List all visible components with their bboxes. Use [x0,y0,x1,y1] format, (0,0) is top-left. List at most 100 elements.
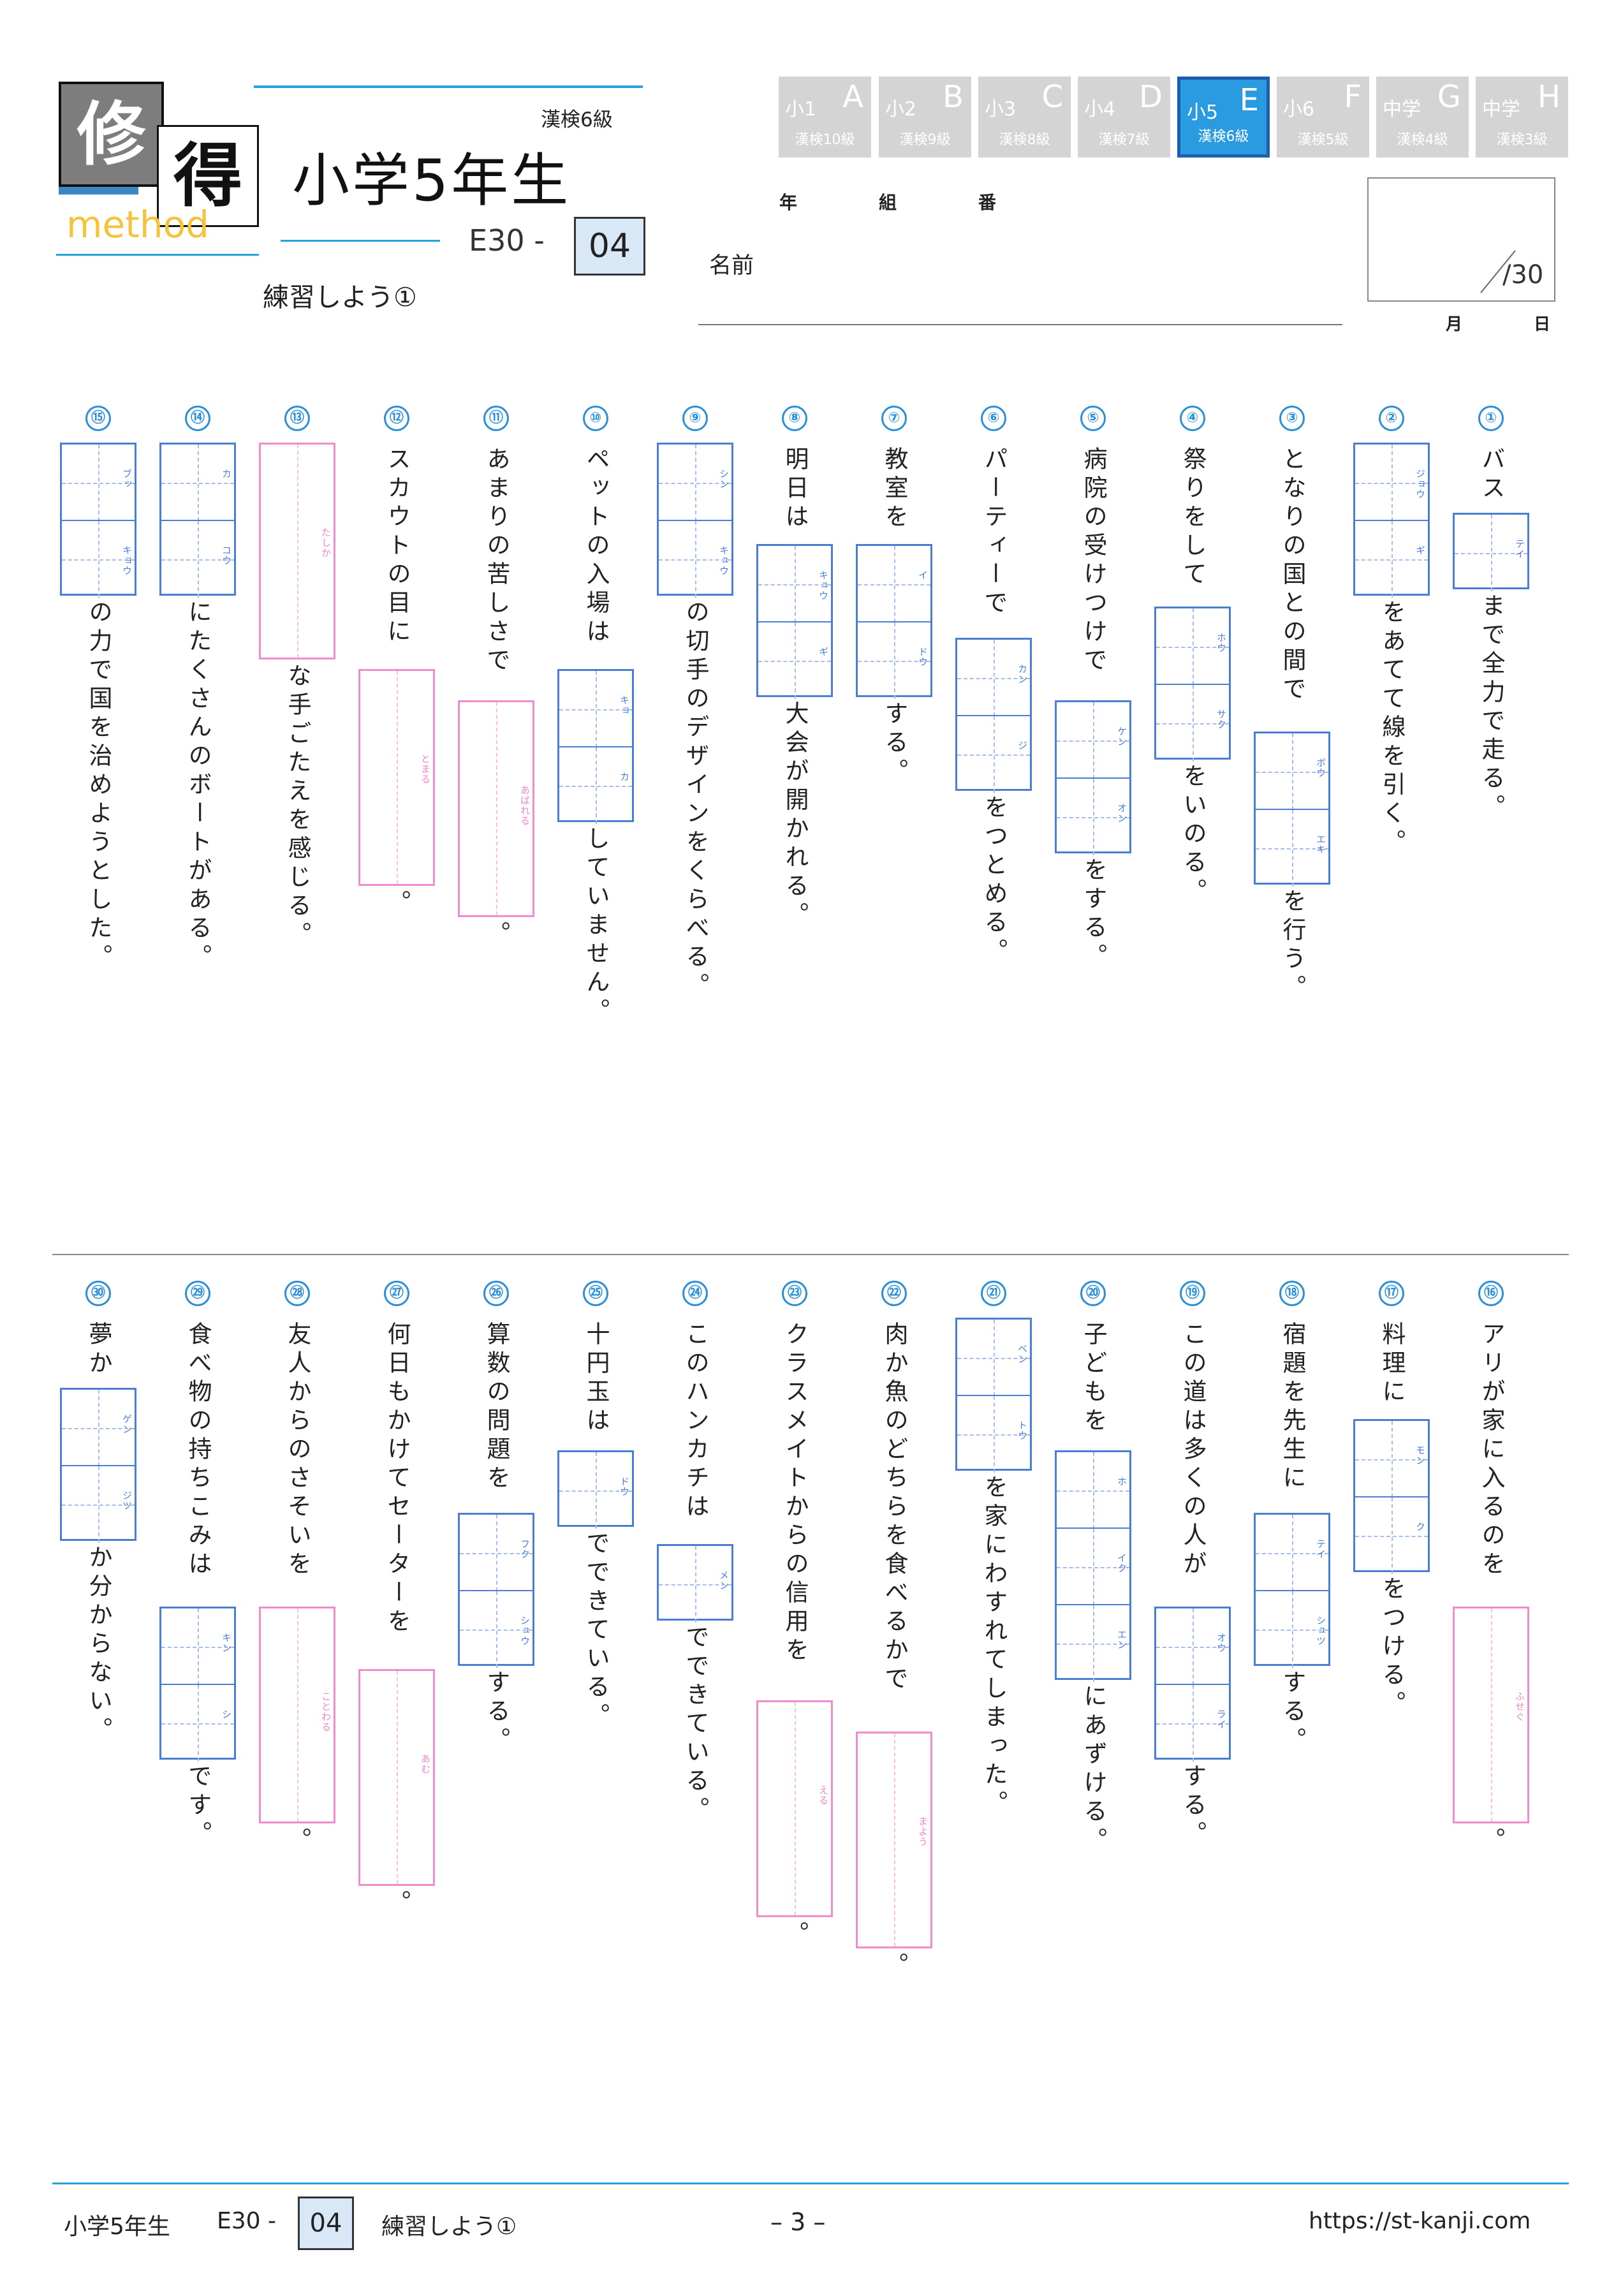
kanji-answer-box[interactable]: ケン オン [1055,700,1131,855]
kanji-answer-box[interactable]: ゲン ジツ [60,1388,136,1543]
kanji-cell[interactable] [659,1546,731,1623]
kanji-cell[interactable] [559,1452,632,1529]
level-letter: E [1239,82,1259,118]
kanji-cell[interactable] [1256,1591,1328,1668]
kanji-cell[interactable] [1355,445,1428,521]
kanji-answer-box[interactable]: テイ シュツ [1254,1513,1330,1668]
kanji-cell[interactable] [1355,1421,1428,1498]
kanji-cell[interactable] [957,1320,1030,1396]
kanji-cell[interactable] [659,445,731,521]
kanji-cell[interactable] [559,671,632,747]
hiragana-answer-box[interactable]: える [756,1700,833,1917]
kanji-cell[interactable] [161,1685,234,1762]
question-text-before: バス [1478,446,1505,504]
kanji-cell[interactable] [1156,1685,1229,1762]
hiragana-answer-box[interactable]: たしか [259,443,335,659]
kanji-cell[interactable] [62,1390,135,1466]
kanji-cell[interactable] [161,1608,234,1685]
kanji-cell[interactable] [1057,1529,1129,1605]
question-text-after: 大会が開かれる。 [781,701,809,931]
kanji-answer-box[interactable]: オウ ライ [1154,1607,1231,1762]
kanji-cell[interactable] [559,747,632,824]
kanji-cell[interactable] [1057,1605,1129,1682]
kanji-cell[interactable] [1057,1452,1129,1529]
kanji-answer-box[interactable]: ホウ サク [1154,607,1231,762]
name-line[interactable] [698,324,1342,325]
kanji-cell[interactable] [1256,1515,1328,1591]
kanji-cell[interactable] [858,622,930,699]
kanji-cell[interactable] [62,1466,135,1543]
kanji-answer-box[interactable]: ジョウギ [1353,443,1430,598]
footer-url[interactable]: https://st-kanji.com [1309,2208,1531,2234]
kanji-cell[interactable] [460,1591,532,1668]
kanji-answer-box[interactable]: シン キュウ [657,443,733,598]
kanji-cell[interactable] [659,521,731,598]
question-number: ⑧ [782,406,807,431]
kanji-cell[interactable] [957,640,1030,716]
hiragana-answer-box[interactable]: まよう [856,1732,932,1948]
kanji-cell[interactable] [460,1515,532,1591]
kanji-answer-box[interactable]: モンク [1353,1419,1430,1574]
kanji-answer-box[interactable]: キュウギ [756,544,833,699]
level-tab-d[interactable]: 小4 D 漢検7級 [1078,77,1170,158]
level-tab-h[interactable]: 中学 H 漢検3級 [1476,77,1568,158]
cell-divider [62,520,135,521]
reading-hint: モン [1414,1445,1426,1466]
kanji-cell[interactable] [1355,1498,1428,1574]
kanji-cell[interactable] [1256,810,1328,887]
kanji-answer-box[interactable]: ベン トウ [955,1318,1032,1473]
kanji-answer-box[interactable]: テイ [1453,513,1529,591]
kanji-cell[interactable] [858,546,930,622]
kanji-cell[interactable] [1355,521,1428,598]
level-tab-e[interactable]: 小5 E 漢検6級 [1177,77,1270,158]
question-text-after: 。 [383,1890,411,1918]
kanji-answer-box[interactable]: キンシ [159,1607,236,1762]
kanji-cell[interactable] [62,521,135,598]
kanji-cell[interactable] [758,622,831,699]
reading-hint: キョ [619,695,630,716]
hiragana-answer-box[interactable]: あむ [358,1669,435,1886]
kanji-answer-box[interactable]: フク シュウ [458,1513,534,1668]
kanji-answer-box[interactable]: ボウ エキ [1254,732,1330,887]
question-number: ⑭ [185,406,210,431]
kanji-cell[interactable] [1156,608,1229,685]
kanji-answer-box[interactable]: キョカ [557,669,634,824]
kanji-cell[interactable] [1455,515,1527,591]
kanji-answer-box[interactable]: イドウ [856,544,932,699]
hiragana-answer-box[interactable]: とまる [358,669,435,886]
kanji-cell[interactable] [62,445,135,521]
kanji-cell[interactable] [1057,779,1129,855]
kanji-answer-box[interactable]: ドウ [557,1450,634,1529]
hiragana-answer-box[interactable]: ことわる [259,1607,335,1823]
question-text-after: をいのる。 [1179,763,1207,907]
kanji-answer-box[interactable]: ブッ キョウ [60,443,136,598]
kanji-cell[interactable] [161,445,234,521]
level-tab-b[interactable]: 小2 B 漢検9級 [879,77,971,158]
footer-code-prefix: E30 - [217,2208,276,2234]
kanji-answer-box[interactable]: メン [657,1544,733,1623]
kanji-answer-box[interactable]: カコウ [159,443,236,598]
kanji-cell[interactable] [1156,685,1229,762]
reading-hint: サク [1215,709,1227,730]
level-tab-g[interactable]: 中学 G 漢検4級 [1376,77,1469,158]
reading-hint: あばれる [519,785,531,826]
hiragana-answer-box[interactable]: ふせぐ [1453,1607,1529,1823]
reading-hint: イク [1116,1553,1127,1573]
kanji-cell[interactable] [1256,733,1328,810]
level-tab-a[interactable]: 小1 A 漢検10級 [779,77,871,158]
logo-underline [56,254,259,256]
kanji-cell[interactable] [1057,702,1129,779]
hiragana-answer-box[interactable]: あばれる [458,700,534,917]
kanji-cell[interactable] [957,1396,1030,1473]
level-tab-f[interactable]: 小6 F 漢検5級 [1277,77,1369,158]
question-number: ㉑ [981,1281,1006,1306]
kanji-cell[interactable] [161,521,234,598]
level-tab-c[interactable]: 小3 C 漢検8級 [978,77,1071,158]
number-label: 番 [978,192,997,213]
kanji-cell[interactable] [957,716,1030,793]
kanji-cell[interactable] [758,546,831,622]
kanji-cell[interactable] [1156,1608,1229,1685]
question-text-after: でできている。 [582,1531,610,1732]
kanji-answer-box[interactable]: ホイク エン [1055,1450,1131,1682]
kanji-answer-box[interactable]: カンジ [955,638,1032,793]
